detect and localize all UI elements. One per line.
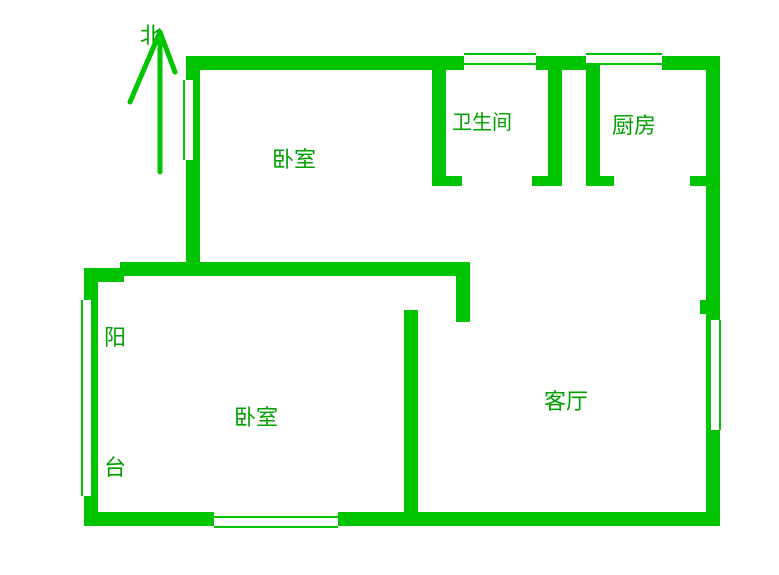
compass-arrow [120,12,190,182]
label-kitchen: 厨房 [612,108,656,140]
wall-bath-bottom-l [432,176,462,186]
win-top-2 [586,53,662,65]
win-top-1 [464,53,536,65]
wall-bath-right [548,56,562,186]
wall-bath-left [432,56,446,186]
label-bathroom: 卫生间 [452,106,512,135]
wall-outer-top-mid [446,56,464,70]
win-right [709,320,721,430]
wall-outer-right [706,56,720,526]
win-bottom [214,516,338,528]
wall-outer-bottom-left [84,512,214,526]
label-balcony_top: 阳 [104,320,126,352]
wall-kitchen-bottom-l [586,176,614,186]
wall-kitchen-right [586,56,600,186]
label-bedroom2: 卧室 [234,400,278,432]
wall-kitchen-bottom-r [690,176,720,186]
wall-outer-top-left [186,56,446,70]
floor-plan: 北卧室卫生间厨房卧室客厅阳台 [0,0,779,575]
label-balcony_bot: 台 [104,450,126,482]
wall-bath-bottom-r [532,176,562,186]
label-living: 客厅 [544,384,588,416]
label-bedroom1: 卧室 [272,142,316,174]
wall-balcony-top-stub [84,268,124,282]
wall-right-wall-notch [700,300,720,314]
wall-bedroom2-right [404,310,418,526]
win-balcony [81,300,93,496]
wall-outer-bottom-right [338,512,720,526]
wall-living-stub-top [456,262,470,322]
wall-mid-horizontal [120,262,460,276]
